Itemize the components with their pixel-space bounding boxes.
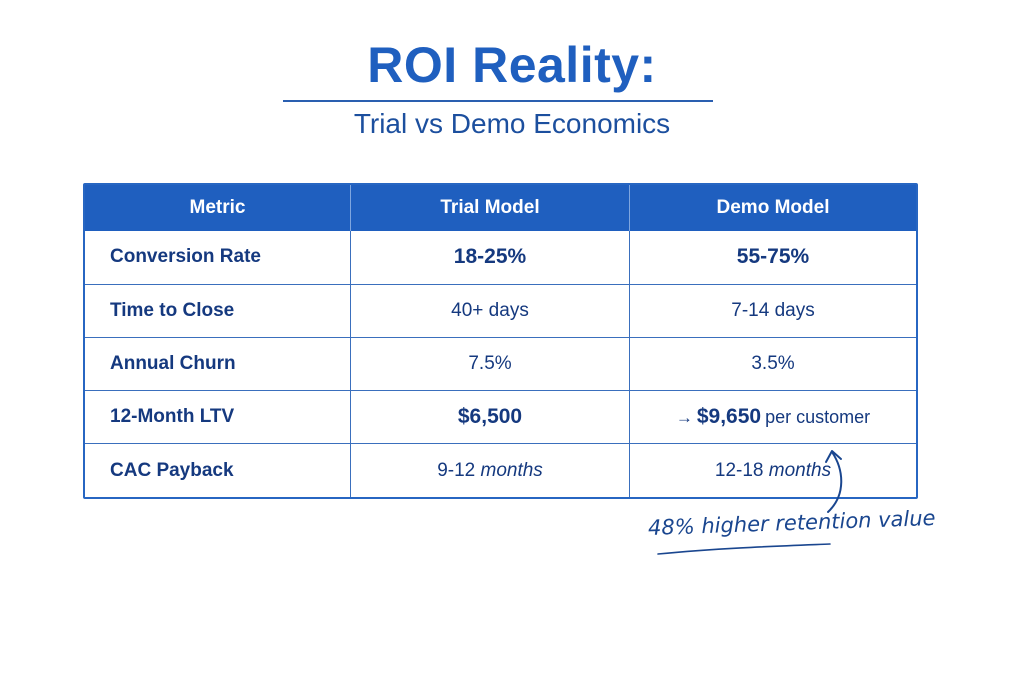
metric-label: Time to Close: [85, 283, 351, 338]
demo-value: 55-75%: [629, 231, 916, 285]
demo-value: $9,650: [696, 405, 762, 429]
trial-value-number: 9-12: [437, 459, 476, 481]
table-row: Conversion Rate 18-25% 55-75%: [85, 231, 916, 285]
header-metric: Metric: [189, 197, 246, 218]
table-row: CAC Payback 9-12 months 12-18 months: [85, 443, 916, 497]
curved-up-arrow-icon: [657, 450, 843, 555]
page-title: ROI Reality:: [367, 37, 657, 93]
trial-value-cell: 9-12 months: [350, 443, 630, 497]
trial-value: $6,500: [350, 390, 630, 444]
metric-label: Conversion Rate: [110, 246, 261, 268]
demo-value: 7-14 days: [629, 283, 916, 338]
demo-value-suffix: per customer: [765, 407, 871, 428]
metric-label: Annual Churn: [85, 336, 351, 391]
trial-value-unit: months: [480, 459, 543, 481]
title-underline: [283, 100, 713, 102]
header-demo-model: Demo Model: [629, 185, 916, 231]
demo-value-cell: → $9,650 per customer: [629, 390, 916, 444]
trial-value: 40+ days: [350, 283, 630, 338]
comparison-table: Metric Trial Model Demo Model Conversion…: [83, 183, 918, 499]
demo-value-unit: months: [768, 459, 832, 481]
demo-value-number: 12-18: [714, 459, 764, 481]
table-row: 12-Month LTV $6,500 → $9,650 per customer: [85, 390, 916, 444]
metric-label: CAC Payback: [85, 443, 351, 497]
table-row: Annual Churn 7.5% 3.5%: [85, 336, 916, 391]
right-arrow-icon: →: [675, 408, 693, 428]
metric-label: 12-Month LTV: [85, 390, 351, 444]
table-header-row: Metric Trial Model Demo Model: [85, 185, 916, 231]
page-subtitle: Trial vs Demo Economics: [353, 108, 671, 139]
trial-value: 7.5%: [350, 336, 630, 391]
header-trial-model: Trial Model: [350, 185, 630, 231]
demo-value: 3.5%: [629, 336, 916, 391]
demo-value-cell: 12-18 months: [629, 443, 916, 497]
table-row: Time to Close 40+ days 7-14 days: [85, 283, 916, 338]
trial-value: 18-25%: [350, 231, 630, 285]
